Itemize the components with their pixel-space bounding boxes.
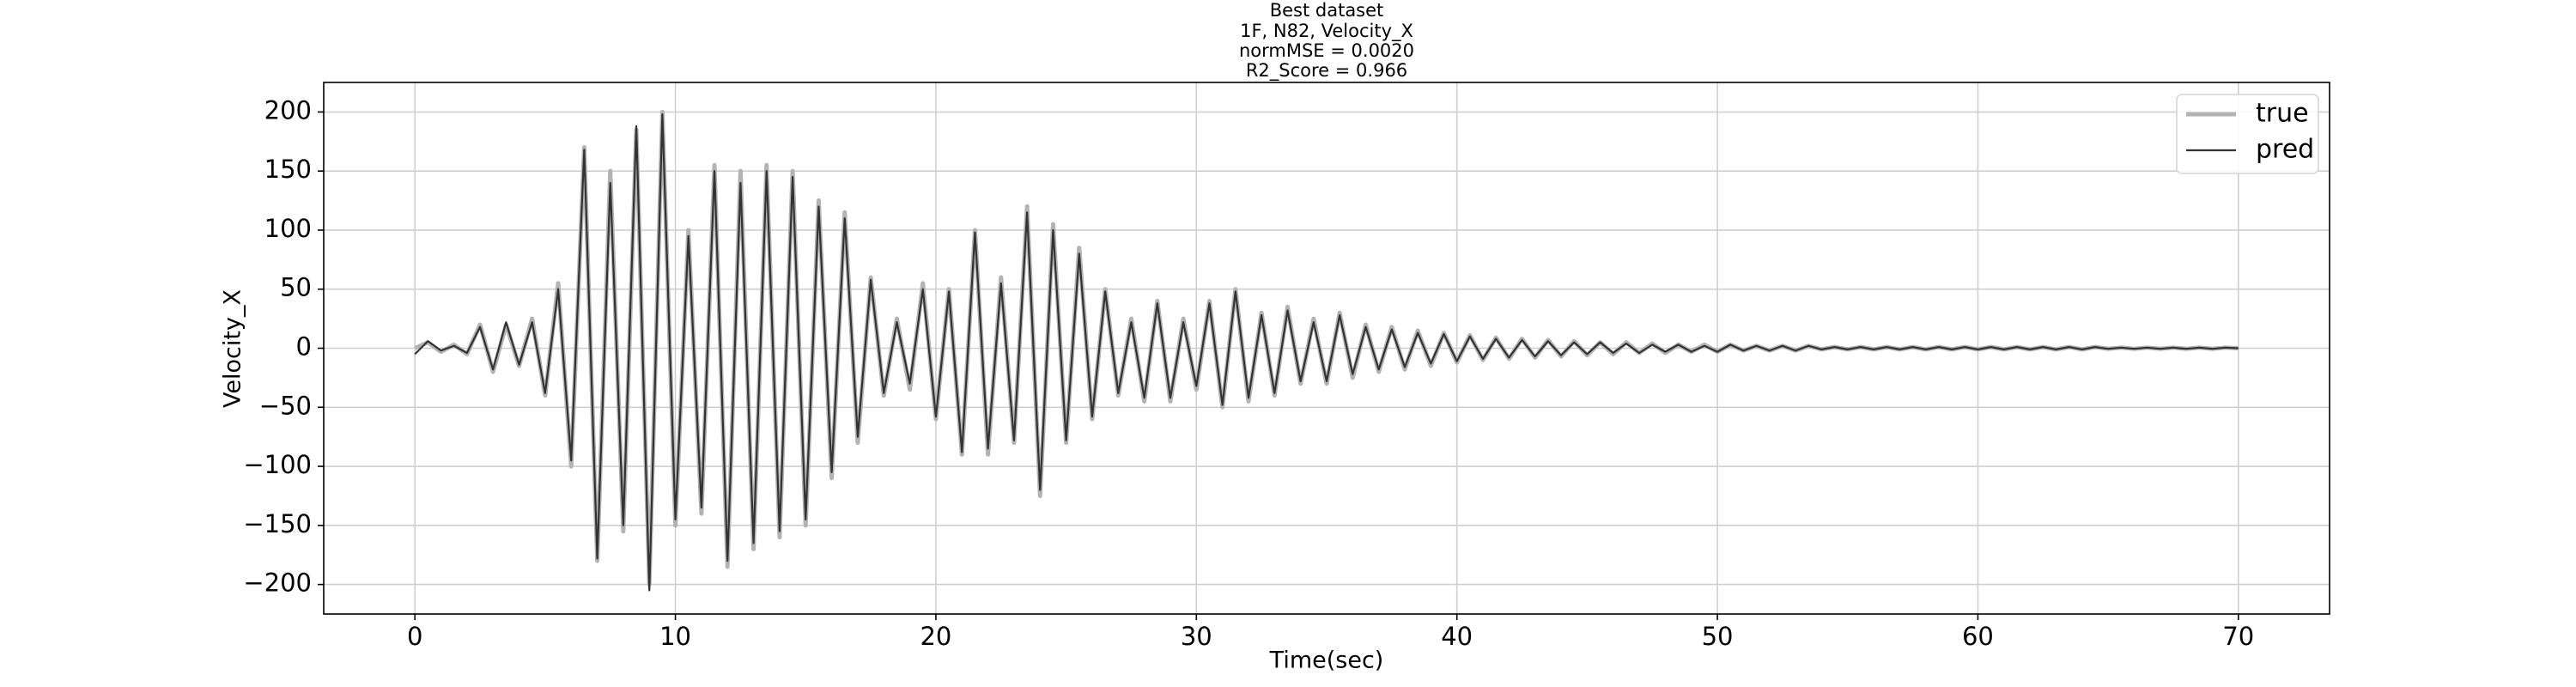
y-tick-label: 50 [280,273,312,302]
x-tick-label: 50 [1702,622,1734,651]
chart-subtitle: 1F, N82, Velocity_X [1240,21,1413,42]
legend-label: true [2256,99,2309,129]
y-tick-label: 200 [264,95,312,125]
y-tick-label: 100 [264,214,312,243]
chart-title: Best dataset [1270,0,1384,21]
x-tick-label: 30 [1181,622,1212,651]
legend-label: pred [2256,135,2314,165]
y-tick-label: 150 [264,155,312,184]
x-tick-label: 70 [2222,622,2254,651]
y-tick-label: 0 [296,332,312,362]
chart-metric: R2_Score = 0.966 [1246,60,1407,82]
x-tick-label: 40 [1441,622,1473,651]
y-tick-label: −200 [243,568,312,598]
y-tick-label: −50 [259,391,312,420]
y-axis-label: Velocity_X [220,289,246,408]
x-tick-label: 10 [659,622,691,651]
x-tick-label: 20 [920,622,951,651]
x-tick-label: 0 [407,622,422,651]
chart-metric: normMSE = 0.0020 [1239,40,1414,61]
y-tick-label: −150 [243,509,312,538]
x-axis-label: Time(sec) [1269,647,1384,674]
y-tick-label: −100 [243,450,312,479]
x-tick-label: 60 [1962,622,1994,651]
plot-frame [323,82,2330,615]
data-line [414,113,2239,592]
